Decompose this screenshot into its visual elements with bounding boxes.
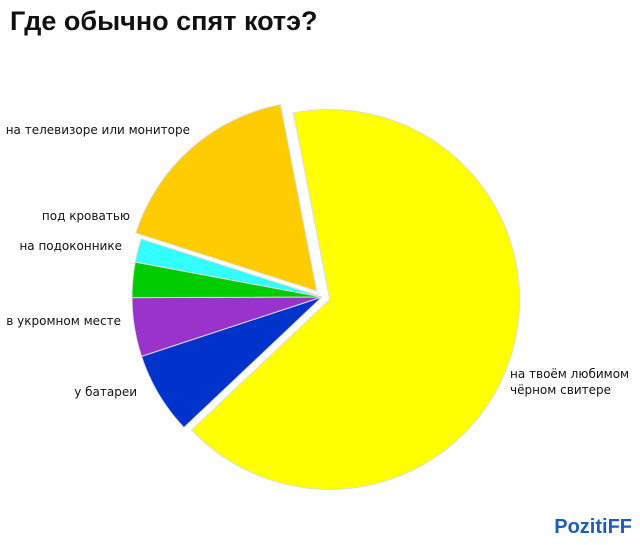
pie-slice: [190, 108, 521, 490]
slice-label: на телевизоре или мониторе: [5, 123, 190, 137]
slice-label: под кроватью: [41, 209, 130, 223]
chart-title: Где обычно спят котэ?: [10, 6, 318, 36]
pie-slice: [135, 103, 318, 292]
watermark: PozitiFF: [554, 516, 632, 538]
slice-label: у батареи: [74, 385, 137, 399]
slice-label: на подоконнике: [19, 239, 122, 253]
slice-label: на твоём любимом чёрном свитере: [510, 367, 630, 397]
pie-slice: [134, 238, 323, 298]
slice-label: в укромном месте: [6, 314, 121, 328]
